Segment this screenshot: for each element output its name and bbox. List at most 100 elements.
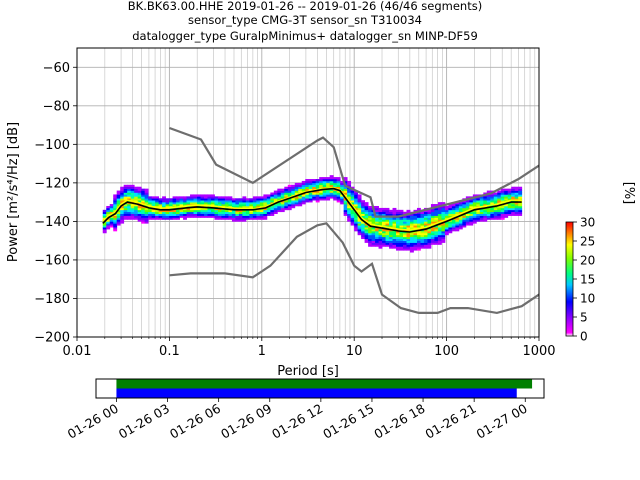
density-cell [172,202,177,205]
density-cell [284,207,289,211]
density-cell [451,229,456,232]
density-cell [179,209,184,213]
density-cell [385,234,390,238]
density-cell [217,198,222,201]
density-cell [427,213,432,216]
density-cell [263,200,268,203]
density-cell [472,211,477,214]
density-cell [354,198,359,201]
density-cell [340,184,345,188]
density-cell [409,227,414,230]
density-cell [130,205,135,209]
density-cell [497,207,502,211]
density-cell [476,204,481,207]
y-tick-label: −100 [34,138,70,153]
density-cell [444,223,449,226]
density-cell [228,196,233,199]
density-cell [120,213,125,216]
density-cell [231,205,236,209]
density-cell [127,200,132,203]
density-cell [329,190,334,193]
density-cell [347,184,352,188]
density-cell [207,200,212,203]
density-cell [364,205,369,209]
density-cell [120,207,125,211]
density-cell [245,204,250,207]
density-cell [371,217,376,220]
density-cell [259,217,264,220]
density-cell [120,196,125,199]
density-cell [270,200,275,203]
density-cell [483,211,488,214]
density-cell [430,238,435,241]
density-cell [200,209,205,213]
density-cell [305,182,310,186]
density-cell [165,217,170,220]
density-cell [130,188,135,191]
density-cell [235,217,240,220]
density-cell [123,204,128,207]
density-cell [315,196,320,199]
density-cell [403,240,407,243]
density-cell [389,242,393,245]
density-cell [347,211,352,214]
median-curve [102,187,522,233]
density-cell [144,219,149,222]
density-cell [298,200,303,203]
density-cell [382,231,386,234]
density-cell [329,180,334,184]
density-cell [256,202,261,205]
density-cell [113,225,118,228]
density-cell [287,190,292,193]
density-cell [389,225,393,228]
density-cell [403,223,407,226]
density-cell [357,225,362,228]
density-cell [266,198,271,201]
density-cell [451,227,456,230]
density-cell [483,202,488,205]
density-cell [511,198,516,201]
density-cell [364,231,369,234]
density-cell [186,196,191,199]
density-cell [500,211,505,214]
density-cell [437,207,442,211]
density-cell [354,213,359,216]
density-cell [357,232,362,236]
density-cell [434,221,439,224]
density-cell [441,213,446,216]
x-tick-label: 0.01 [63,344,92,359]
density-cell [427,246,432,249]
density-cell [298,204,303,207]
density-cell [483,213,488,216]
density-cell [200,200,205,203]
density-cell [256,213,261,216]
density-cell [511,204,516,207]
density-cell [357,194,362,197]
density-cell [500,205,505,209]
density-cell [455,217,460,220]
density-cell [368,244,372,247]
density-cell [350,207,355,211]
density-cell [382,223,386,226]
density-cell [406,225,411,228]
density-cell [336,177,341,180]
density-cell [406,246,411,249]
density-cell [514,194,519,197]
density-cell [465,204,470,207]
density-cell [396,211,400,214]
density-cell [291,202,296,205]
density-cell [127,207,132,211]
density-cell [361,204,366,207]
density-cell [451,223,456,226]
density-cell [451,207,456,211]
density-cell [465,221,470,224]
density-cell [197,207,201,211]
density-cell [490,207,495,211]
density-cell [392,231,397,234]
density-cell [399,209,404,213]
density-cell [238,200,243,203]
density-cell [469,215,474,218]
density-cell [375,205,379,209]
density-cell [493,211,498,214]
density-cell [375,211,379,214]
